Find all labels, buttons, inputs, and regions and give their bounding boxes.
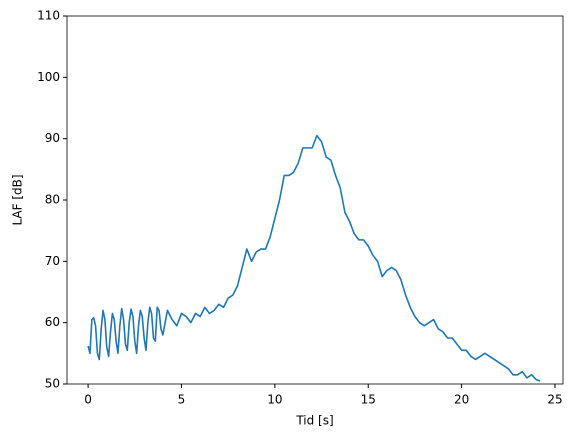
- y-tick-label: 100: [37, 70, 60, 84]
- y-tick-label: 90: [45, 131, 60, 145]
- y-tick-label: 60: [45, 315, 60, 329]
- x-axis-label: Tid [s]: [295, 414, 333, 428]
- x-tick-label: 15: [361, 393, 376, 407]
- y-tick-label: 110: [37, 9, 60, 23]
- y-tick-label: 70: [45, 254, 60, 268]
- x-tick-label: 10: [267, 393, 282, 407]
- x-tick-label: 25: [547, 393, 562, 407]
- x-tick-label: 0: [84, 393, 92, 407]
- x-tick-label: 5: [178, 393, 186, 407]
- y-tick-label: 50: [45, 377, 60, 391]
- plot-frame: [66, 15, 564, 385]
- x-tick-label: 20: [454, 393, 469, 407]
- y-tick-label: 80: [45, 193, 60, 207]
- y-axis-label: LAF [dB]: [11, 174, 25, 225]
- line-series: [87, 134, 541, 382]
